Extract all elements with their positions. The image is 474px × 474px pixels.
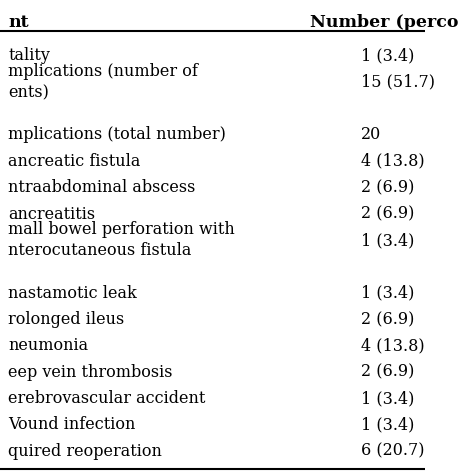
Text: erebrovascular accident: erebrovascular accident [9, 390, 206, 407]
Text: 2 (6.9): 2 (6.9) [361, 206, 414, 222]
Text: Vound infection: Vound infection [9, 417, 136, 433]
Text: 4 (13.8): 4 (13.8) [361, 153, 425, 170]
Text: 2 (6.9): 2 (6.9) [361, 311, 414, 328]
Text: mall bowel perforation with
nterocutaneous fistula: mall bowel perforation with nterocutaneo… [9, 221, 235, 259]
Text: nt: nt [9, 14, 29, 31]
Text: neumonia: neumonia [9, 337, 89, 355]
Text: nastamotic leak: nastamotic leak [9, 285, 137, 301]
Text: rolonged ileus: rolonged ileus [9, 311, 125, 328]
Text: 2 (6.9): 2 (6.9) [361, 179, 414, 196]
Text: Number (perco: Number (perco [310, 14, 458, 31]
Text: 4 (13.8): 4 (13.8) [361, 337, 425, 355]
Text: 1 (3.4): 1 (3.4) [361, 232, 414, 249]
Text: 1 (3.4): 1 (3.4) [361, 285, 414, 301]
Text: eep vein thrombosis: eep vein thrombosis [9, 364, 173, 381]
Text: ntraabdominal abscess: ntraabdominal abscess [9, 179, 196, 196]
Text: 1 (3.4): 1 (3.4) [361, 417, 414, 433]
Text: 20: 20 [361, 127, 381, 144]
Text: 15 (51.7): 15 (51.7) [361, 74, 435, 91]
Text: quired reoperation: quired reoperation [9, 443, 163, 460]
Text: 6 (20.7): 6 (20.7) [361, 443, 425, 460]
Text: ancreatitis: ancreatitis [9, 206, 96, 222]
Text: mplications (number of
ents): mplications (number of ents) [9, 63, 198, 101]
Text: tality: tality [9, 47, 50, 64]
Text: 1 (3.4): 1 (3.4) [361, 47, 414, 64]
Text: mplications (total number): mplications (total number) [9, 127, 227, 144]
Text: 1 (3.4): 1 (3.4) [361, 390, 414, 407]
Text: 2 (6.9): 2 (6.9) [361, 364, 414, 381]
Text: ancreatic fistula: ancreatic fistula [9, 153, 141, 170]
